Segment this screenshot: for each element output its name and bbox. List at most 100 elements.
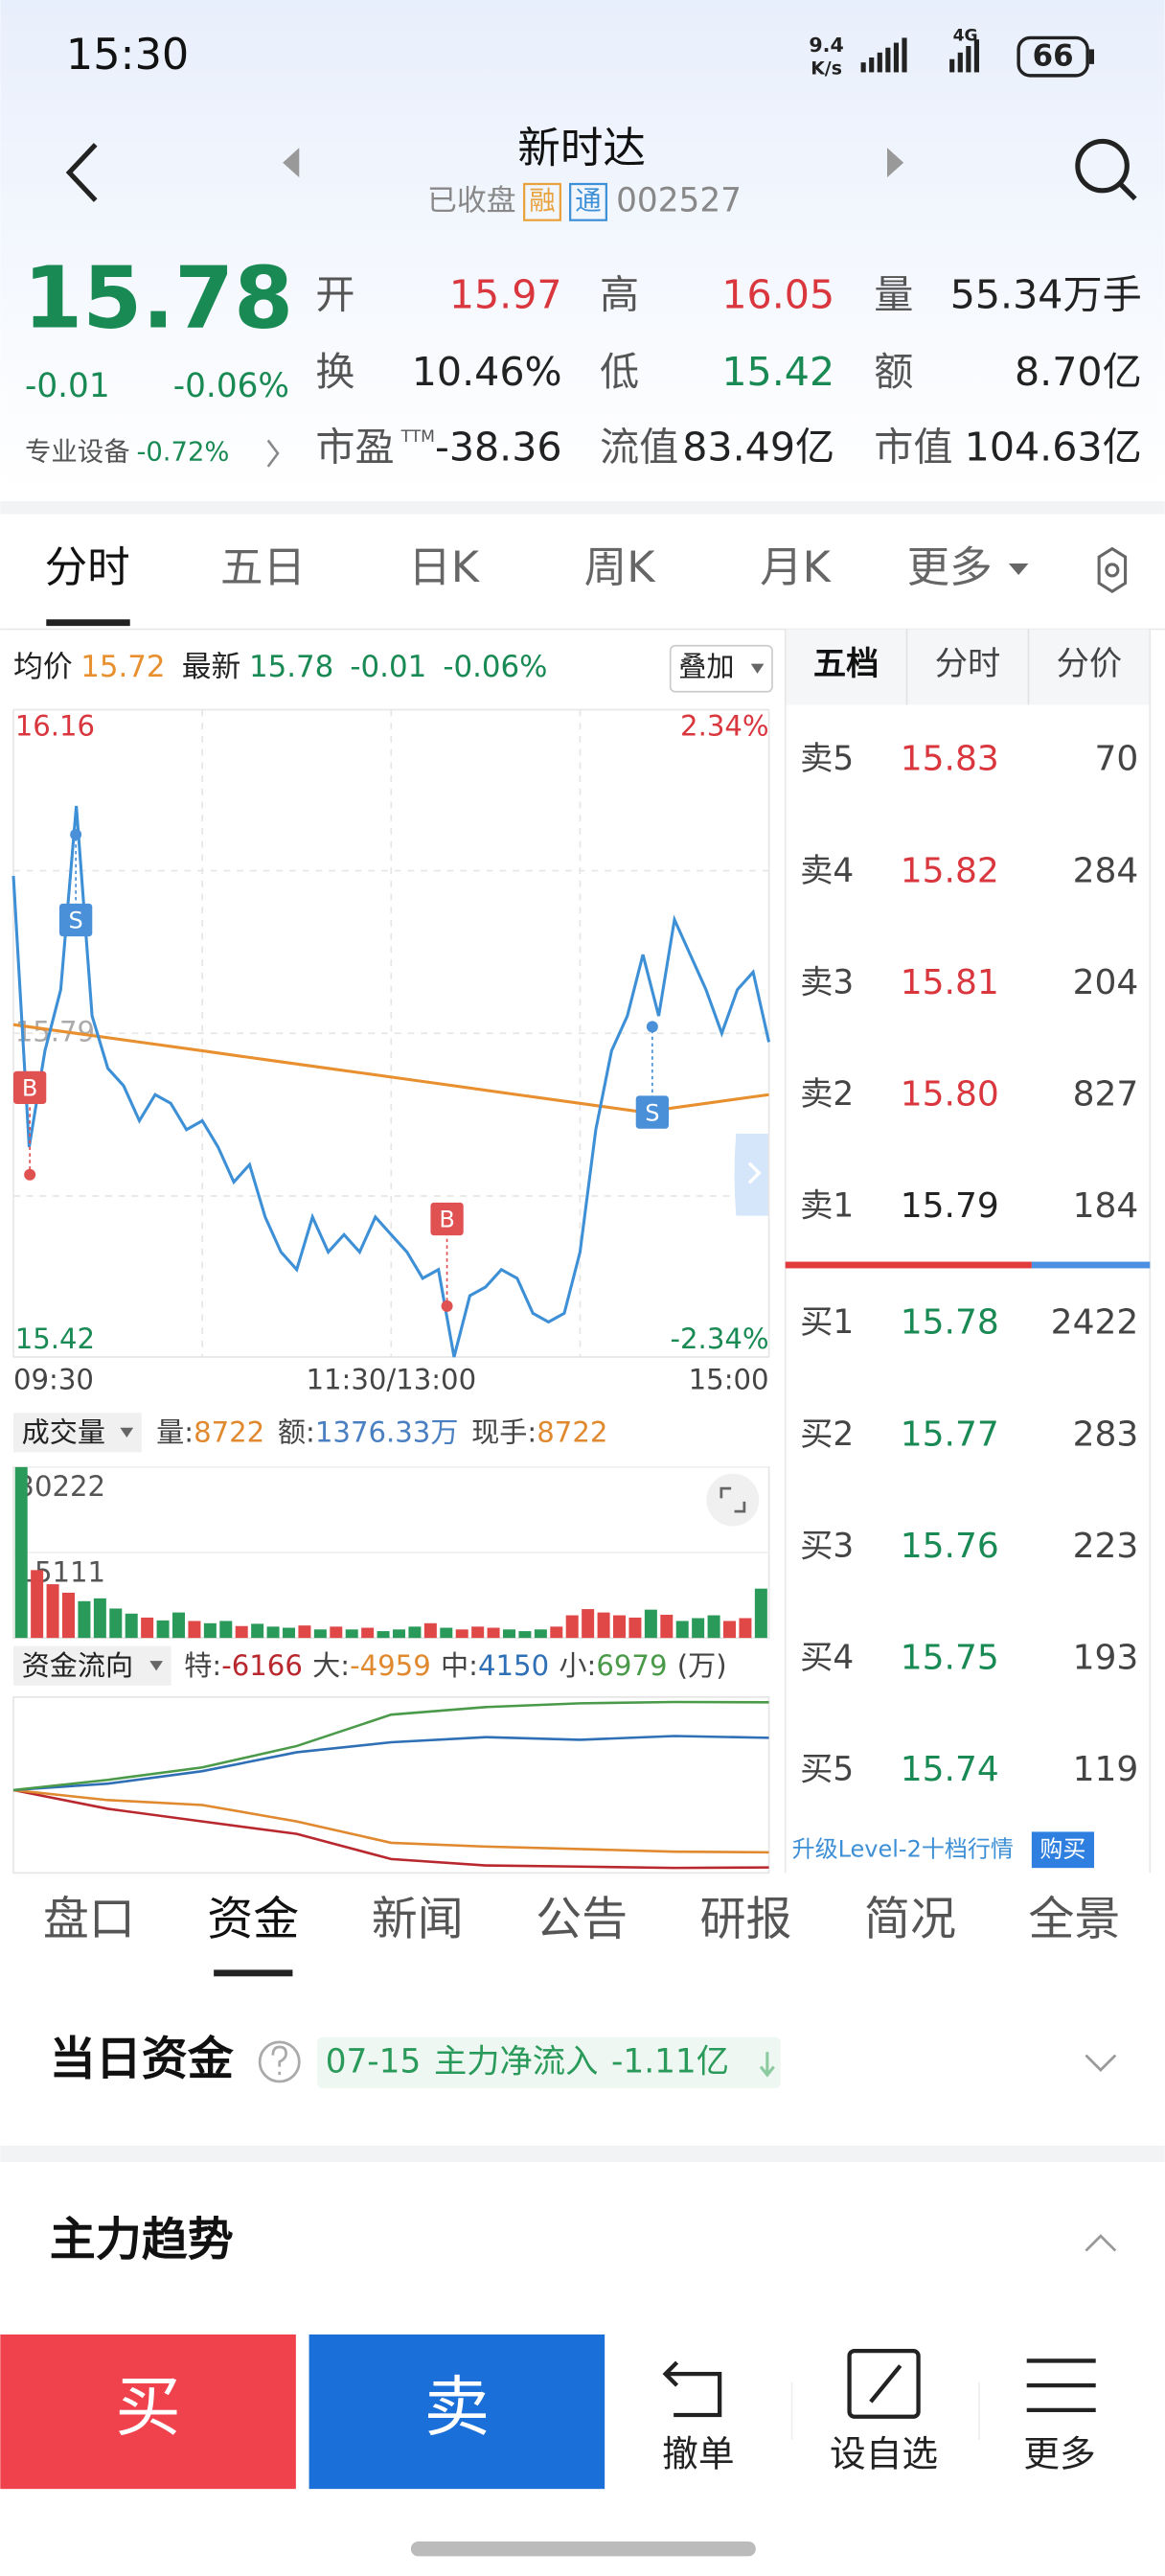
trade-label: S	[69, 908, 83, 934]
volume-label-box[interactable]	[13, 1413, 142, 1453]
volume-bar	[78, 1600, 91, 1639]
header-bg	[0, 0, 1165, 494]
sell-button[interactable]	[308, 2334, 605, 2490]
book-volume: 119	[1073, 1750, 1139, 1789]
stat-value: -38.36	[435, 425, 562, 471]
volume-bar	[188, 1621, 201, 1639]
action-label[interactable]: 撤单	[662, 2432, 734, 2474]
chart-tab[interactable]: 五日	[220, 542, 306, 592]
stat-value: 83.49亿	[682, 425, 834, 471]
buy-level2[interactable]	[1031, 1831, 1094, 1869]
book-price: 15.74	[901, 1750, 999, 1789]
expand-chevron[interactable]	[1085, 2054, 1117, 2072]
stat-text: 量:	[156, 1416, 194, 1449]
stat-value: 16.05	[721, 271, 834, 317]
side-handle[interactable]	[734, 1133, 769, 1216]
action-label[interactable]: 更多	[1023, 2432, 1095, 2474]
volume-bar	[675, 1621, 689, 1639]
volume-bar	[503, 1629, 516, 1639]
book-price: 15.79	[901, 1186, 999, 1226]
volume-bar	[518, 1631, 532, 1639]
settings-icon-dot	[1105, 563, 1120, 578]
book-price: 15.83	[901, 740, 999, 779]
change: -0.01	[25, 367, 110, 405]
book-volume: 223	[1073, 1527, 1139, 1566]
stat-text: 额:	[278, 1416, 315, 1449]
stat-text: 大:	[312, 1649, 350, 1682]
stat-value: 55.34万手	[950, 271, 1142, 317]
info-tab[interactable]: 公告	[536, 1893, 628, 1946]
volume-bar	[93, 1598, 106, 1639]
book-price: 15.78	[901, 1303, 999, 1343]
flow-line	[12, 1788, 769, 1854]
collapse-chevron[interactable]	[1085, 2234, 1117, 2252]
book-tab[interactable]: 分价	[1057, 645, 1123, 683]
badge: 融	[529, 186, 555, 216]
stat-text: 最新	[182, 650, 241, 684]
info-tab[interactable]: 简况	[864, 1893, 956, 1946]
buy-button[interactable]	[0, 2334, 296, 2490]
stat-text: 主力净流入	[434, 2043, 598, 2082]
stat-label: 开	[315, 271, 354, 317]
settings-icon[interactable]	[1097, 546, 1128, 593]
stat-label: 市值	[874, 425, 952, 471]
flow-label-box[interactable]	[13, 1645, 171, 1686]
info-tab[interactable]: 盘口	[43, 1893, 135, 1946]
buy-label: 购买	[1039, 1835, 1085, 1862]
stat-text: -0.01	[350, 650, 426, 684]
info-tab[interactable]: 全景	[1028, 1893, 1120, 1946]
book-tab[interactable]: 分时	[935, 645, 1001, 683]
upgrade-link[interactable]: 升级Level-2十档行情	[792, 1835, 1014, 1862]
book-tabs-bg	[785, 629, 1151, 705]
action-label[interactable]: 设自选	[830, 2432, 938, 2474]
chart-tab[interactable]: 日K	[408, 542, 481, 592]
book-level: 卖1	[800, 1187, 854, 1226]
book-level: 买4	[800, 1639, 854, 1677]
trade-badge	[59, 903, 93, 937]
section-title: 当日资金	[50, 2032, 235, 2085]
book-volume: 70	[1094, 740, 1138, 779]
search-button[interactable]	[1075, 138, 1137, 201]
volume-bar	[723, 1621, 736, 1639]
change-pct: -0.06%	[173, 367, 289, 405]
volume-bar	[109, 1608, 123, 1639]
volume-arrow	[120, 1427, 134, 1438]
section-title: 主力趋势	[50, 2213, 234, 2266]
next-stock[interactable]	[887, 148, 904, 178]
chart-tab[interactable]: 月K	[760, 542, 833, 592]
book-level: 买3	[800, 1527, 854, 1565]
stat-text: 6979	[596, 1649, 667, 1682]
prev-stock[interactable]	[283, 148, 300, 178]
stat-text: -1.11亿	[611, 2043, 729, 2082]
expand-button[interactable]	[706, 1473, 760, 1527]
volume-bar	[487, 1627, 500, 1639]
book-tab[interactable]: 五档	[813, 645, 879, 683]
badge-box	[569, 182, 607, 221]
net-speed-unit: K/s	[811, 59, 842, 80]
volume-bar	[283, 1627, 295, 1639]
chart-tab[interactable]: 更多	[907, 542, 993, 592]
overlay-arrow	[750, 663, 765, 674]
back-button[interactable]	[65, 143, 98, 202]
stock-code: 002527	[616, 181, 742, 219]
stat-text: 07-15	[326, 2043, 422, 2082]
overlay-button[interactable]	[669, 644, 773, 693]
flow-frame	[12, 1695, 770, 1874]
chart-tab[interactable]: 周K	[584, 542, 657, 592]
market-status: 已收盘	[427, 183, 516, 218]
flow-arrow	[149, 1661, 163, 1671]
trade-label: B	[439, 1207, 454, 1233]
help-icon[interactable]	[258, 2040, 301, 2083]
info-tab[interactable]: 研报	[700, 1893, 792, 1946]
info-tab[interactable]: 资金	[207, 1893, 299, 1946]
stat-value: 15.97	[449, 271, 562, 317]
book-price: 15.76	[901, 1527, 999, 1566]
info-tab[interactable]: 新闻	[372, 1893, 464, 1946]
volume-bar	[266, 1626, 280, 1639]
sector-arrow[interactable]	[266, 439, 280, 468]
trade-badge	[430, 1202, 464, 1236]
volume-bar	[31, 1570, 44, 1639]
trade-label: S	[645, 1099, 659, 1126]
chart-tab[interactable]: 分时	[45, 542, 130, 592]
